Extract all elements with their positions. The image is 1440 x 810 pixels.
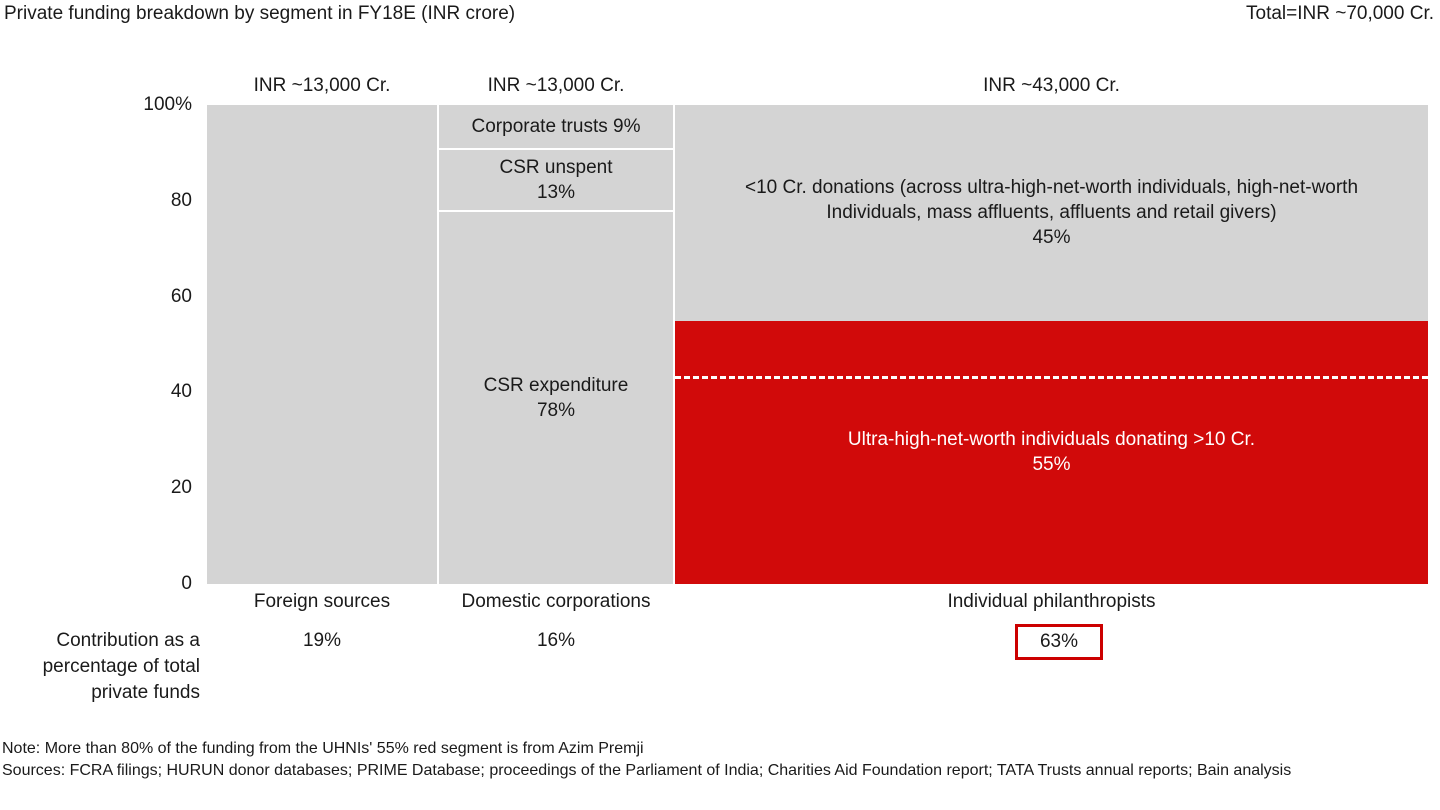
contribution-row-label: Contribution as a percentage of total pr… bbox=[42, 630, 200, 703]
y-tick-100: 100% bbox=[143, 94, 192, 115]
bar-column-individual[interactable]: <10 Cr. donations (across ultra-high-net… bbox=[675, 105, 1428, 584]
column-value-individual: INR ~43,000 Cr. bbox=[983, 75, 1120, 96]
bar-segment-percent: 55% bbox=[1032, 454, 1071, 476]
bar-segment-foreign-full[interactable] bbox=[207, 105, 437, 584]
footnote-note: Note: More than 80% of the funding from … bbox=[2, 740, 644, 757]
x-label-foreign: Foreign sources bbox=[253, 591, 391, 612]
bar-segment-label: Corporate trusts 9% bbox=[471, 116, 641, 138]
bar-segment-corporate-trusts[interactable]: Corporate trusts 9% bbox=[439, 105, 673, 149]
contribution-value-foreign: 19% bbox=[302, 630, 342, 651]
contribution-value-individual: 63% bbox=[1015, 624, 1103, 660]
bar-segment-title: CSR expenditure bbox=[483, 375, 629, 397]
total-annotation: Total=INR ~70,000 Cr. bbox=[1246, 3, 1434, 24]
y-tick-80: 80 bbox=[170, 189, 192, 211]
x-label-individual: Individual philanthropists bbox=[947, 591, 1156, 612]
bar-segment-small-donations[interactable]: <10 Cr. donations (across ultra-high-net… bbox=[675, 105, 1428, 321]
bar-segment-label: CSR expenditure 78% bbox=[476, 373, 637, 423]
bar-segment-csr-unspent[interactable]: CSR unspent 13% bbox=[439, 148, 673, 211]
uhni-dashed-reference-line bbox=[675, 375, 1428, 379]
bar-segment-label: Ultra-high-net-worth individuals donatin… bbox=[840, 427, 1263, 477]
column-value-foreign: INR ~13,000 Cr. bbox=[253, 75, 391, 96]
y-tick-20: 20 bbox=[170, 477, 192, 499]
contribution-value-domestic: 16% bbox=[536, 630, 576, 651]
bar-segment-title: <10 Cr. donations (across ultra-high-net… bbox=[744, 177, 1359, 224]
bar-column-foreign[interactable] bbox=[207, 105, 439, 584]
footnote-sources: Sources: FCRA filings; HURUN donor datab… bbox=[2, 762, 1292, 779]
bar-column-domestic[interactable]: Corporate trusts 9% CSR unspent 13% CSR … bbox=[439, 105, 675, 584]
footnotes: Note: More than 80% of the funding from … bbox=[2, 738, 1438, 782]
plot-area: Corporate trusts 9% CSR unspent 13% CSR … bbox=[207, 105, 1428, 584]
bar-segment-csr-expenditure[interactable]: CSR expenditure 78% bbox=[439, 210, 673, 584]
y-tick-60: 60 bbox=[170, 285, 192, 307]
bar-segment-percent: 78% bbox=[536, 400, 575, 422]
y-tick-40: 40 bbox=[170, 381, 192, 403]
y-axis: 100% 80 60 40 20 0 bbox=[0, 95, 200, 594]
bar-segment-percent: 13% bbox=[536, 182, 575, 204]
column-value-domestic: INR ~13,000 Cr. bbox=[487, 75, 625, 96]
bar-segment-title: CSR unspent bbox=[499, 157, 613, 179]
bar-segment-percent: 45% bbox=[1032, 227, 1071, 249]
y-tick-0: 0 bbox=[181, 573, 192, 594]
bar-segment-label: <10 Cr. donations (across ultra-high-net… bbox=[724, 175, 1380, 250]
x-label-domestic: Domestic corporations bbox=[461, 591, 651, 612]
bar-segment-uhni[interactable]: Ultra-high-net-worth individuals donatin… bbox=[675, 320, 1428, 584]
bar-segment-label: CSR unspent 13% bbox=[491, 155, 620, 205]
page-title: Private funding breakdown by segment in … bbox=[4, 3, 516, 24]
bar-segment-title: Ultra-high-net-worth individuals donatin… bbox=[847, 429, 1256, 451]
